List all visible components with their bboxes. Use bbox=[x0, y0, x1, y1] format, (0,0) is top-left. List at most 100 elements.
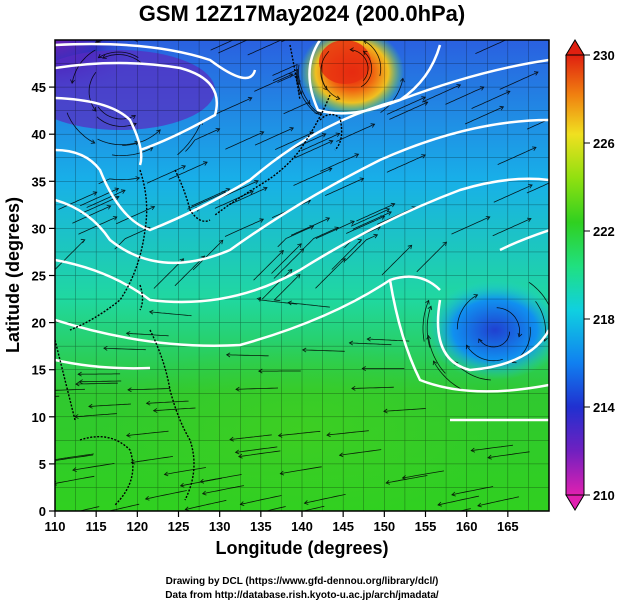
streamline bbox=[114, 227, 151, 250]
streamline bbox=[389, 101, 428, 120]
colorbar-top-arrow bbox=[565, 39, 585, 56]
contour-line bbox=[55, 275, 441, 347]
contour-line bbox=[55, 118, 549, 265]
streamline-arrow bbox=[350, 220, 355, 225]
colorbar-tick-label: 210 bbox=[593, 488, 615, 503]
streamline bbox=[320, 64, 340, 100]
streamline bbox=[235, 446, 278, 453]
streamline-arrow bbox=[354, 153, 360, 158]
streamline bbox=[351, 386, 394, 389]
streamline bbox=[200, 474, 242, 483]
streamline-arrow bbox=[479, 86, 485, 91]
streamline-arrow bbox=[279, 249, 284, 255]
streamline bbox=[288, 302, 330, 308]
streamline-arrow bbox=[326, 432, 331, 438]
streamline-arrow bbox=[321, 133, 327, 138]
x-tick-label: 145 bbox=[332, 519, 354, 534]
streamline bbox=[422, 300, 430, 342]
streamline-arrow bbox=[145, 400, 151, 406]
streamline bbox=[210, 40, 235, 51]
streamline bbox=[471, 90, 511, 109]
streamline-arrow bbox=[351, 385, 356, 391]
y-tick-label: 20 bbox=[32, 316, 46, 331]
streamline bbox=[426, 306, 432, 348]
coastline-japan bbox=[214, 94, 331, 216]
streamline-arrow bbox=[75, 381, 80, 387]
streamline-arrow bbox=[385, 208, 391, 213]
streamline bbox=[146, 165, 186, 184]
streamline bbox=[75, 382, 118, 385]
chart-title: GSM 12Z17May2024 (200.0hPa) bbox=[139, 1, 466, 26]
streamline bbox=[283, 102, 319, 115]
streamline bbox=[97, 138, 139, 146]
streamline bbox=[356, 203, 395, 222]
streamline-arrow bbox=[432, 360, 438, 366]
streamline-arrow bbox=[74, 414, 79, 419]
streamline-arrow bbox=[421, 154, 426, 159]
contour-line bbox=[388, 279, 549, 393]
streamline-arrow bbox=[451, 491, 456, 497]
streamline bbox=[352, 211, 392, 230]
streamline-arrow bbox=[218, 239, 224, 245]
streamline-arrow bbox=[263, 186, 268, 192]
streamline bbox=[386, 154, 426, 173]
streamline-arrow bbox=[127, 387, 132, 393]
streamline bbox=[213, 97, 252, 116]
streamline-arrow bbox=[423, 101, 429, 106]
streamline-arrow bbox=[341, 258, 346, 263]
streamline bbox=[363, 40, 382, 77]
x-tick-label: 155 bbox=[415, 519, 437, 534]
x-tick-label: 125 bbox=[168, 519, 190, 534]
streamline bbox=[86, 189, 126, 208]
streamline-arrow bbox=[259, 218, 265, 223]
streamline bbox=[191, 188, 230, 207]
x-tick-label: 165 bbox=[497, 519, 519, 534]
streamline bbox=[225, 131, 264, 150]
streamline-arrow bbox=[327, 167, 333, 172]
streamline bbox=[96, 116, 137, 127]
streamline bbox=[437, 495, 480, 506]
streamline bbox=[66, 112, 95, 144]
streamline-arrow bbox=[349, 47, 354, 53]
streamline-arrow bbox=[470, 447, 476, 453]
streamline-arrow bbox=[517, 332, 523, 338]
contour-line bbox=[55, 61, 218, 152]
streamline bbox=[58, 191, 97, 210]
streamline bbox=[88, 403, 131, 407]
colorbar-tick-label: 226 bbox=[593, 136, 615, 151]
streamline bbox=[360, 50, 373, 88]
streamline bbox=[192, 240, 224, 271]
streamline bbox=[131, 456, 173, 463]
streamline bbox=[493, 184, 533, 203]
streamline-arrow bbox=[335, 95, 341, 101]
streamline bbox=[218, 40, 249, 54]
streamline bbox=[226, 354, 269, 357]
streamline-arrow bbox=[338, 452, 344, 458]
contour-line bbox=[55, 96, 143, 166]
streamline bbox=[80, 196, 120, 215]
streamline bbox=[302, 227, 339, 250]
streamline-arrow bbox=[17, 396, 21, 400]
coastline-borneo bbox=[79, 436, 134, 506]
y-tick-label: 45 bbox=[32, 80, 46, 95]
streamline-arrow bbox=[526, 217, 532, 223]
streamline-arrow bbox=[92, 107, 97, 112]
streamline-arrow bbox=[245, 513, 249, 517]
y-tick-label: 25 bbox=[32, 269, 46, 284]
streamline-arrow bbox=[510, 36, 514, 40]
streamline-arrow bbox=[348, 340, 354, 346]
x-axis: 110 115 120 125 130 135 140 145 150 155 160 165 bbox=[45, 511, 519, 534]
contour-line bbox=[308, 40, 442, 115]
y-axis-label: Latitude (degrees) bbox=[3, 197, 23, 353]
streamline bbox=[122, 129, 161, 146]
streamline bbox=[88, 71, 97, 112]
streamline-arrow bbox=[361, 366, 366, 371]
streamline bbox=[331, 239, 362, 270]
streamline-arrow bbox=[328, 139, 334, 145]
streamline-arrow bbox=[259, 131, 265, 136]
x-tick-label: 135 bbox=[250, 519, 272, 534]
y-tick-label: 0 bbox=[39, 504, 46, 519]
streamline bbox=[273, 248, 304, 279]
streamline-arrow bbox=[334, 226, 340, 231]
